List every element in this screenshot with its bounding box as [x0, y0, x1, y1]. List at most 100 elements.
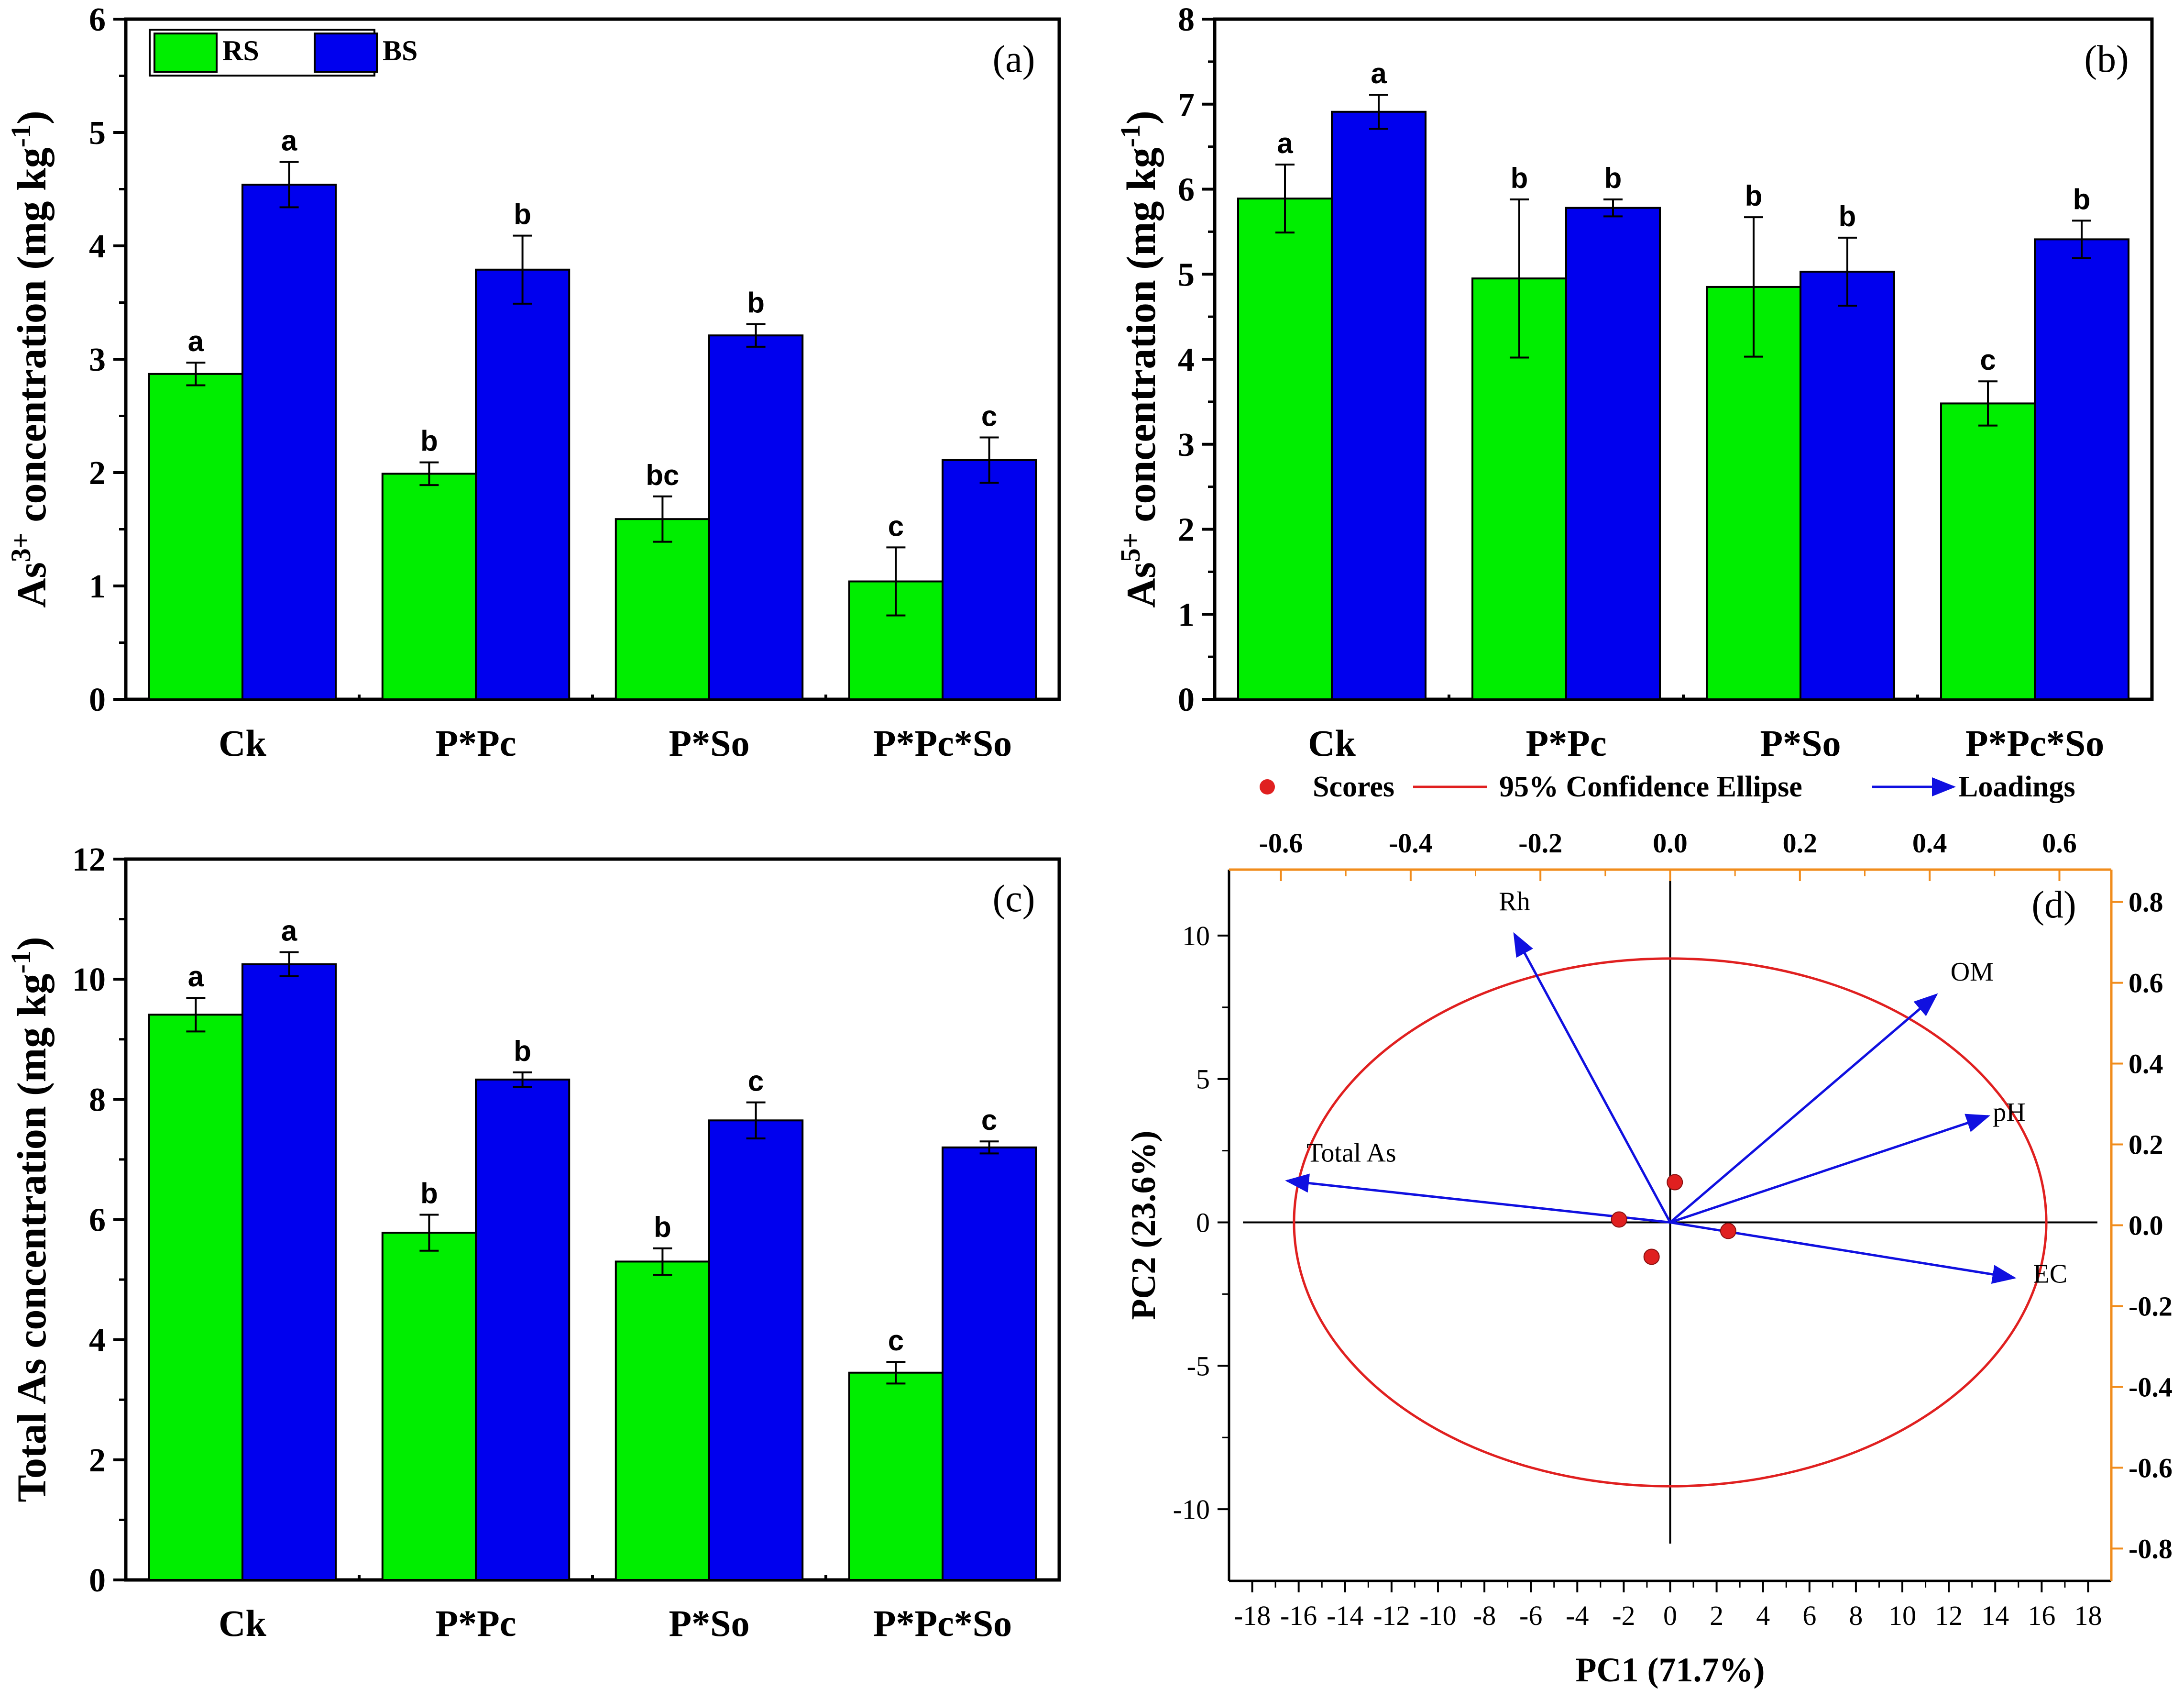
significance-letter: a — [281, 125, 297, 157]
y-axis-title-superscript: -1 — [5, 124, 36, 147]
panel-letter: (c) — [993, 878, 1035, 920]
bs-bar — [708, 1119, 804, 1581]
significance-letter: b — [1511, 162, 1528, 194]
y-axis-title: As3+ concentration (mg kg-1) — [5, 110, 55, 608]
significance-letter: c — [981, 1104, 997, 1136]
legend-label: BS — [383, 35, 417, 66]
panel-letter: (b) — [2084, 38, 2129, 80]
x-category-label: P*So — [669, 1602, 749, 1644]
significance-letter: b — [654, 1211, 671, 1243]
x-tick-label: 8 — [1849, 1600, 1863, 1631]
legend-label: RS — [222, 35, 259, 66]
bs-bar — [942, 459, 1037, 700]
rs-bar — [1940, 402, 2036, 700]
significance-letter: a — [1371, 57, 1387, 89]
bs-bar — [2034, 238, 2129, 700]
significance-letter: b — [420, 1177, 438, 1209]
x-category-label: P*Pc — [436, 1602, 516, 1644]
y-tick-label: 0 — [89, 1562, 106, 1599]
legend-swatch — [314, 33, 378, 73]
x-tick-label: -10 — [1419, 1600, 1456, 1631]
loading-arrow — [1669, 993, 1938, 1224]
y-tick-label: 4 — [89, 228, 106, 265]
x-tick-label: -4 — [1566, 1600, 1589, 1631]
y-tick-label: 5 — [1178, 256, 1195, 293]
bs-bar — [942, 1146, 1037, 1581]
panel-c: 0 2 4 6 8 10 12 Total As concentration (mg kg-1… — [5, 841, 1061, 1644]
x-tick-label: 4 — [1756, 1600, 1770, 1631]
panel-letter: (d) — [2031, 884, 2076, 926]
y-tick-label: 12 — [72, 841, 106, 878]
y-axis-title-part: concentration (mg kg — [1118, 147, 1164, 532]
right-tick-label: -0.2 — [2129, 1291, 2173, 1322]
right-tick-label: -0.8 — [2129, 1533, 2173, 1564]
rs-bar — [1237, 198, 1333, 700]
loading-arrow — [1285, 1173, 1670, 1224]
significance-letter: c — [888, 1325, 904, 1357]
loading-label: pH — [1993, 1097, 2025, 1127]
y-tick-label: 1 — [1178, 596, 1195, 633]
y-tick-label: 2 — [89, 455, 106, 492]
x-category-label: Ck — [219, 1602, 266, 1644]
bs-bar — [1565, 207, 1661, 701]
right-tick-label: 0.4 — [2129, 1049, 2163, 1080]
y-tick-label: 5 — [1196, 1064, 1210, 1095]
panel-b: 0 1 2 3 4 5 6 7 8 As5+ concentration (mg kg-1) a a C… — [1115, 1, 2154, 764]
y-tick-label: 6 — [89, 1202, 106, 1239]
y-tick-label: 0 — [1196, 1207, 1210, 1238]
loading-label: Rh — [1499, 887, 1530, 916]
x-tick-label: 0 — [1663, 1600, 1677, 1631]
score-point — [1611, 1211, 1627, 1228]
significance-letter: a — [281, 915, 297, 947]
y-tick-label: 7 — [1178, 87, 1195, 123]
significance-letter: c — [748, 1065, 764, 1097]
y-axis-title-part: As — [9, 562, 55, 608]
y-tick-label: 3 — [89, 342, 106, 378]
right-tick-label: -0.4 — [2129, 1371, 2173, 1402]
y-axis-title-part: ) — [9, 937, 55, 950]
loading-arrow — [1513, 932, 1671, 1223]
significance-letter: b — [1839, 200, 1856, 232]
y-tick-label: 2 — [89, 1442, 106, 1479]
loading-label: EC — [2033, 1259, 2068, 1289]
y-axis-title-part: ) — [9, 110, 55, 124]
x-category-label: P*So — [1760, 722, 1841, 764]
x-axis-title: PC1 (71.7%) — [1576, 1651, 1765, 1689]
y-tick-label: 1 — [89, 568, 106, 605]
y-tick-label: -10 — [1173, 1494, 1210, 1525]
bs-bar — [1331, 110, 1427, 700]
significance-letter: c — [981, 400, 997, 432]
x-category-label: P*Pc — [436, 722, 516, 764]
x-tick-label: -14 — [1327, 1600, 1363, 1631]
y-tick-label: 4 — [1178, 342, 1195, 378]
significance-letter: b — [1745, 180, 1763, 212]
x-tick-label: -18 — [1234, 1600, 1271, 1631]
x-tick-label: 10 — [1888, 1600, 1916, 1631]
x-tick-label: 6 — [1802, 1600, 1816, 1631]
bs-bar — [475, 1078, 571, 1581]
top-tick-label: -0.6 — [1259, 828, 1303, 859]
significance-letter: a — [1277, 127, 1293, 159]
y-axis-title: Total As concentration (mg kg-1) — [5, 937, 55, 1502]
x-tick-label: -6 — [1519, 1600, 1542, 1631]
bs-bar — [475, 268, 571, 700]
y-axis-title-part: concentration (mg kg — [9, 147, 55, 532]
x-tick-label: -2 — [1612, 1600, 1635, 1631]
x-tick-label: 16 — [2028, 1600, 2055, 1631]
score-point — [1667, 1174, 1683, 1191]
right-tick-label: -0.6 — [2129, 1452, 2173, 1483]
confidence-ellipse — [1293, 957, 2048, 1488]
right-tick-label: 0.0 — [2129, 1210, 2163, 1241]
y-tick-label: 0 — [1178, 682, 1195, 718]
rs-bar — [381, 1232, 477, 1581]
x-tick-label: -12 — [1373, 1600, 1410, 1631]
y-tick-label: 4 — [89, 1322, 106, 1359]
significance-letter: c — [888, 510, 904, 542]
legend-loadings-label: Loadings — [1958, 771, 2075, 803]
x-category-label: P*So — [669, 722, 749, 764]
y-tick-label: 8 — [89, 1082, 106, 1118]
y-axis-title-superscript: -1 — [1115, 124, 1146, 147]
significance-letter: a — [188, 960, 204, 993]
y-tick-label: -5 — [1187, 1350, 1210, 1381]
rs-bar — [615, 1260, 711, 1581]
